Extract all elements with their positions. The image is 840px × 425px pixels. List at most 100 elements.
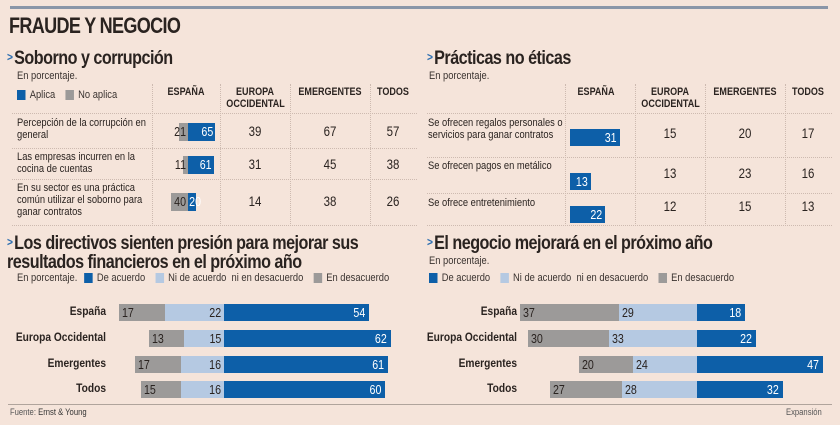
legend-item-desacuerdo: En desacuerdo: [658, 272, 734, 284]
col-header-todos: TODOS: [792, 86, 824, 98]
bar-label-neutral: 28: [624, 382, 637, 397]
chevron-right-icon: >: [427, 235, 433, 249]
bar-en-desacuerdo: [135, 356, 181, 373]
col-header-espana: ESPAÑA: [577, 86, 615, 98]
bar-neutral: [164, 304, 224, 321]
bar-label-neutral: 15: [209, 331, 221, 346]
bar-label-de-acuerdo: 62: [374, 331, 387, 346]
bar-aplica: [188, 193, 197, 211]
cell-todos: 57: [386, 123, 400, 139]
bar-no-aplica: [183, 155, 188, 174]
bar-neutral: [608, 330, 697, 347]
bar-neutral: [183, 330, 224, 347]
bar-neutral: [619, 304, 697, 321]
grid-line-vertical: [152, 84, 153, 226]
panel-title-practicas: >Prácticas no éticas: [427, 48, 571, 69]
grid-line-horizontal: [12, 148, 417, 149]
bar-espana: [570, 172, 591, 190]
bar-de-acuerdo: [224, 356, 389, 373]
bar-no-aplica: [179, 123, 188, 141]
bar-neutral: [632, 356, 697, 373]
bar-label-no-aplica: 21: [174, 124, 186, 139]
col-header-europa: EUROPA OCCIDENTAL: [226, 86, 285, 110]
bar-label-de-acuerdo: 60: [369, 382, 382, 397]
bar-label-neutral: 29: [622, 305, 635, 320]
bar-label-espana: 22: [590, 207, 603, 222]
bar-espana: [570, 206, 606, 223]
bar-neutral: [180, 381, 224, 398]
grid-line-horizontal: [12, 179, 417, 180]
row-label: Se ofrece entretenimiento: [428, 197, 536, 209]
legend-soborno: Aplica No aplica: [17, 89, 127, 101]
bar-en-desacuerdo: [549, 381, 622, 398]
bar-label-neutral: 16: [209, 382, 221, 397]
legend-item-aplica: Aplica: [17, 89, 55, 101]
legend-item-de-acuerdo: De acuerdo: [84, 272, 145, 284]
category-label: Europa Occidental: [426, 330, 517, 344]
bar-label-neutral: 24: [635, 357, 648, 372]
bar-label-en-desacuerdo: 15: [143, 382, 156, 397]
grid-line-horizontal: [427, 113, 832, 114]
bar-label-en-desacuerdo: 17: [138, 357, 151, 372]
grid-line-vertical: [370, 84, 371, 226]
bar-label-no-aplica: 40: [174, 194, 186, 209]
bar-en-desacuerdo: [579, 356, 633, 373]
grid-line-horizontal: [427, 157, 832, 158]
bar-label-de-acuerdo: 47: [807, 357, 819, 372]
bar-neutral: [621, 381, 697, 398]
grid-line-horizontal: [427, 193, 832, 194]
legend-swatch-blue: [429, 273, 438, 283]
top-rule: [10, 6, 828, 9]
source-note: Fuente: Ernst & Young: [10, 407, 87, 417]
grid-line-vertical: [290, 84, 291, 226]
bar-de-acuerdo: [224, 381, 386, 398]
bar-label-en-desacuerdo: 20: [582, 357, 594, 372]
legend-swatch-lightblue: [155, 273, 164, 283]
legend-directivos: En porcentaje. De acuerdo Ni de acuerdo …: [17, 272, 399, 284]
grid-line-vertical: [785, 84, 786, 226]
cell-emergentes: 20: [738, 124, 752, 141]
bar-neutral: [180, 356, 224, 373]
category-label: Europa Occidental: [15, 330, 107, 344]
grid-line-vertical: [705, 84, 706, 226]
grid-line-vertical: [565, 84, 566, 226]
bar-label-en-desacuerdo: 13: [151, 331, 164, 346]
cell-emergentes: 38: [323, 193, 337, 209]
bar-de-acuerdo: [697, 356, 823, 373]
col-header-todos: TODOS: [377, 86, 409, 98]
bar-label-espana: 31: [604, 129, 617, 145]
bar-de-acuerdo: [224, 304, 370, 321]
publisher-credit: Expansión: [786, 407, 822, 417]
grid-line-horizontal: [12, 113, 417, 114]
row-label: Se ofrecen regalos personales o servicio…: [428, 117, 563, 141]
bar-label-espana: 13: [575, 173, 588, 189]
cell-europa: 15: [663, 124, 677, 141]
cell-todos: 16: [801, 164, 815, 181]
unit-label: En porcentaje.: [429, 70, 490, 82]
col-header-emergentes: EMERGENTES: [713, 86, 777, 98]
bar-en-desacuerdo: [140, 381, 181, 398]
legend-swatch-grey: [313, 273, 322, 283]
bar-label-aplica: 61: [199, 156, 212, 172]
bar-aplica: [188, 123, 216, 141]
legend-item-de-acuerdo: De acuerdo: [429, 272, 490, 284]
unit-label: En porcentaje.: [17, 70, 78, 82]
bar-label-en-desacuerdo: 27: [552, 382, 565, 397]
bar-de-acuerdo: [224, 330, 391, 347]
bar-label-en-desacuerdo: 30: [531, 331, 544, 346]
legend-swatch-grey: [658, 273, 667, 283]
legend-swatch-lightblue: [500, 273, 509, 283]
cell-todos: 13: [801, 198, 815, 214]
bar-en-desacuerdo: [148, 330, 184, 347]
row-label: Percepción de la corrupción en general: [17, 117, 146, 141]
cell-emergentes: 15: [738, 198, 752, 214]
bar-label-de-acuerdo: 32: [766, 382, 779, 397]
legend-item-neutral: Ni de acuerdo ni en desacuerdo: [155, 272, 303, 284]
grid-line-horizontal: [12, 225, 417, 226]
bar-label-neutral: 22: [209, 305, 221, 320]
bar-de-acuerdo: [697, 304, 746, 321]
col-header-espana: ESPAÑA: [167, 86, 205, 98]
category-label: España: [480, 304, 517, 318]
cell-emergentes: 67: [323, 123, 337, 139]
legend-swatch-blue: [84, 273, 93, 283]
